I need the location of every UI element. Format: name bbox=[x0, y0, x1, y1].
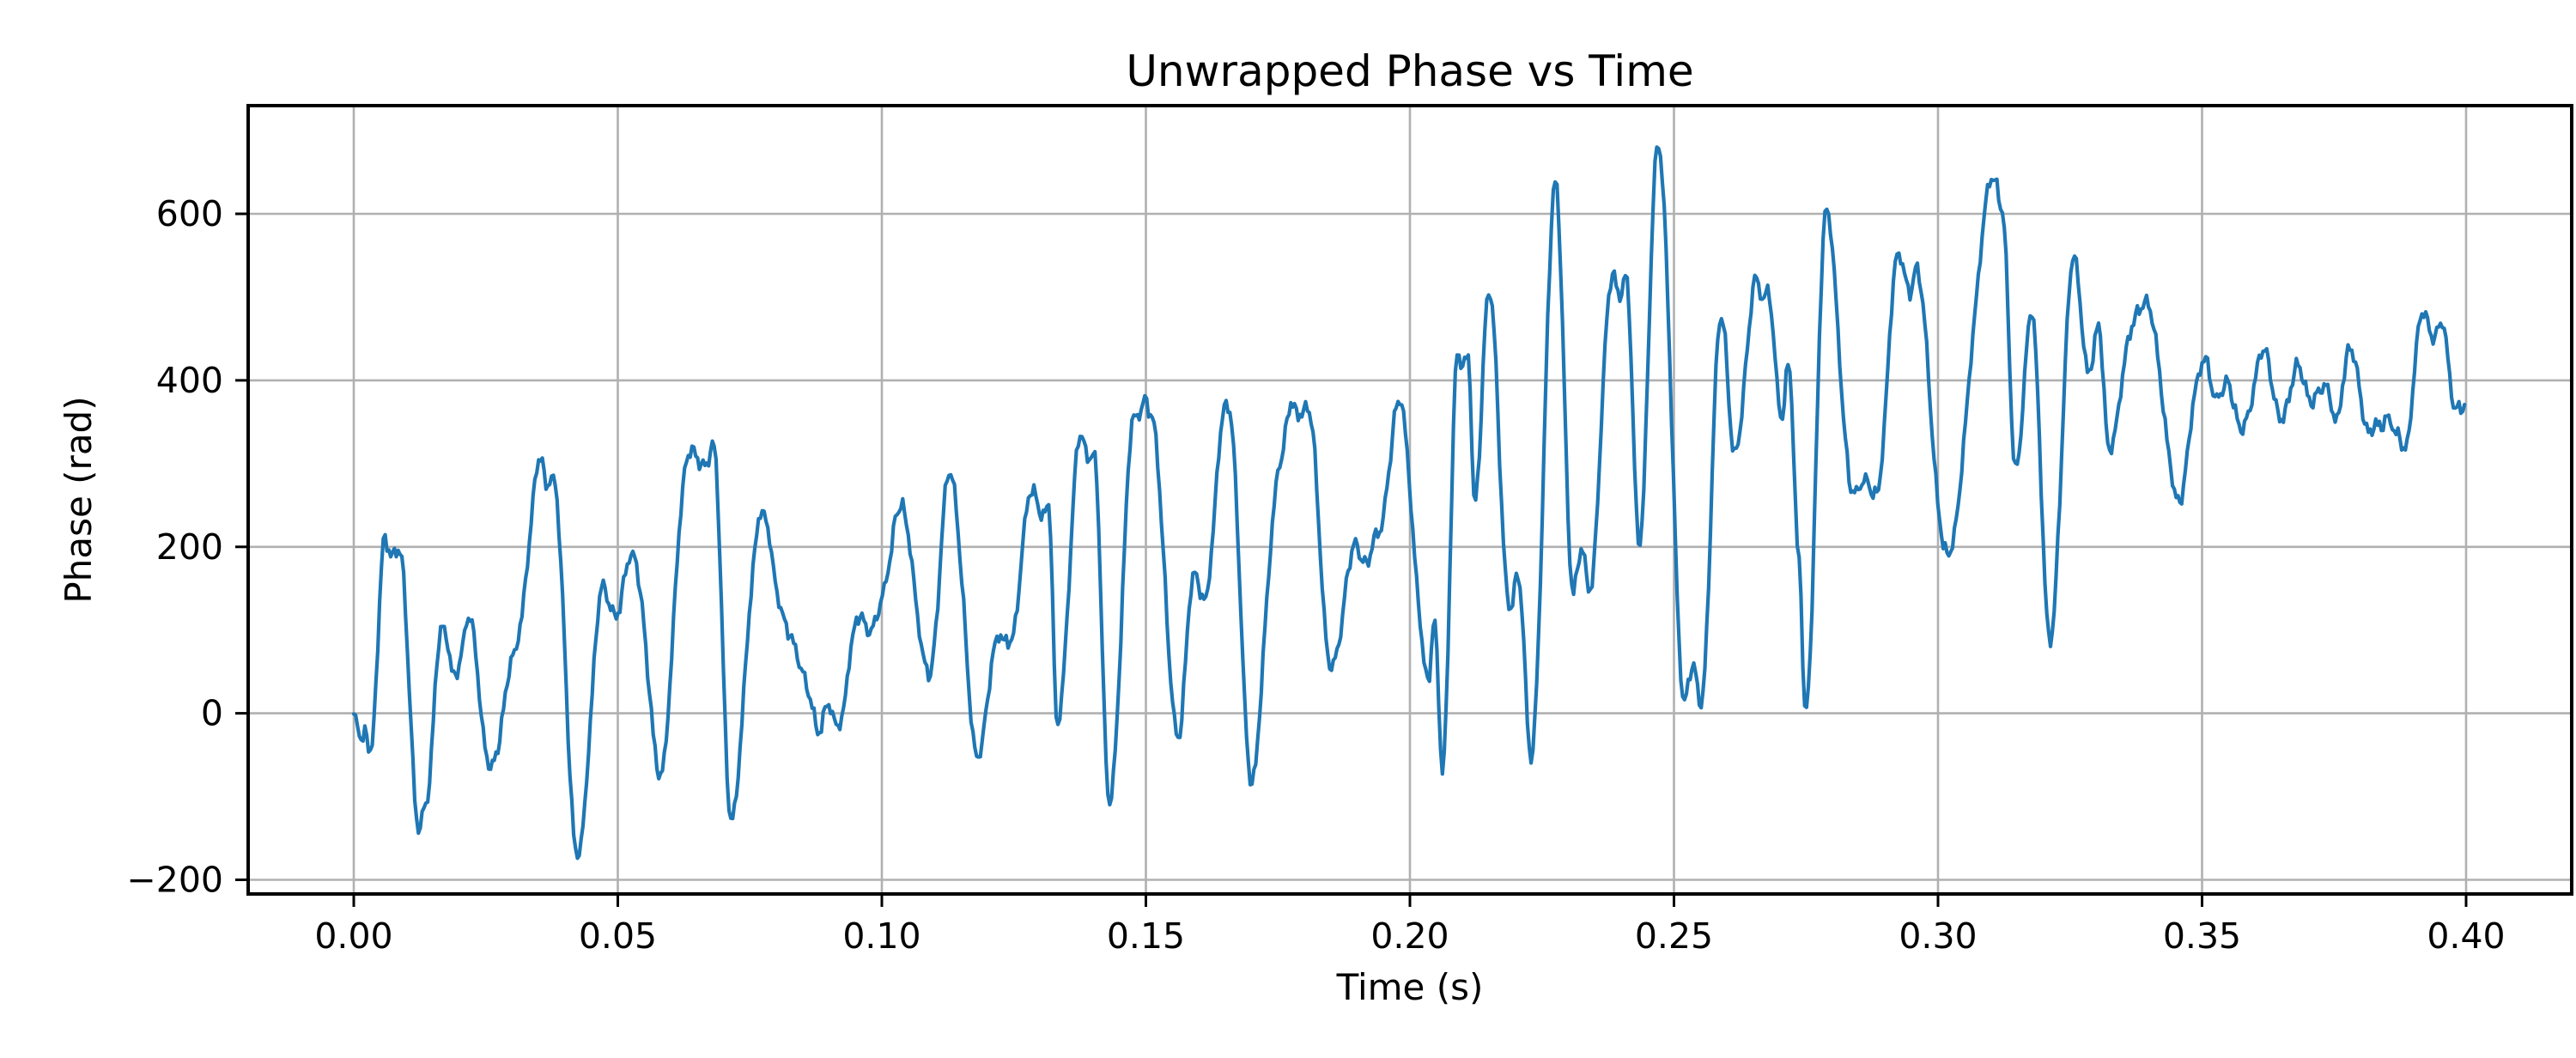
gridlines bbox=[248, 106, 2572, 894]
x-axis-label: Time (s) bbox=[1336, 966, 1484, 1008]
tick-labels: 0.00 0.05 0.10 0.15 0.20 0.25 0.30 0.35 0.40 −200… bbox=[126, 193, 2505, 957]
axis-ticks bbox=[235, 212, 2468, 907]
figure: 0.00 0.05 0.10 0.15 0.20 0.25 0.30 0.35 0.40 −200… bbox=[34, 14, 2576, 1044]
x-tick-label: 0.05 bbox=[579, 915, 657, 957]
y-tick-label: 600 bbox=[156, 193, 223, 234]
x-tick-label: 0.10 bbox=[842, 915, 920, 957]
x-tick-label: 0.30 bbox=[1899, 915, 1977, 957]
y-axis-label: Phase (rad) bbox=[58, 396, 100, 603]
line-chart-canvas: 0.00 0.05 0.10 0.15 0.20 0.25 0.30 0.35 0.40 −200… bbox=[34, 14, 2576, 1044]
phase-line bbox=[351, 145, 2467, 860]
chart-title: Unwrapped Phase vs Time bbox=[1126, 46, 1693, 96]
x-tick-label: 0.15 bbox=[1107, 915, 1185, 957]
x-tick-label: 0.00 bbox=[314, 915, 392, 957]
y-tick-label: 0 bbox=[201, 693, 223, 734]
x-tick-label: 0.40 bbox=[2427, 915, 2505, 957]
y-tick-label: −200 bbox=[126, 860, 223, 901]
y-tick-label: 200 bbox=[156, 526, 223, 568]
x-tick-label: 0.20 bbox=[1370, 915, 1449, 957]
figure-background bbox=[34, 14, 2576, 1044]
x-tick-label: 0.25 bbox=[1635, 915, 1713, 957]
y-tick-label: 400 bbox=[156, 360, 223, 401]
x-tick-label: 0.35 bbox=[2163, 915, 2241, 957]
